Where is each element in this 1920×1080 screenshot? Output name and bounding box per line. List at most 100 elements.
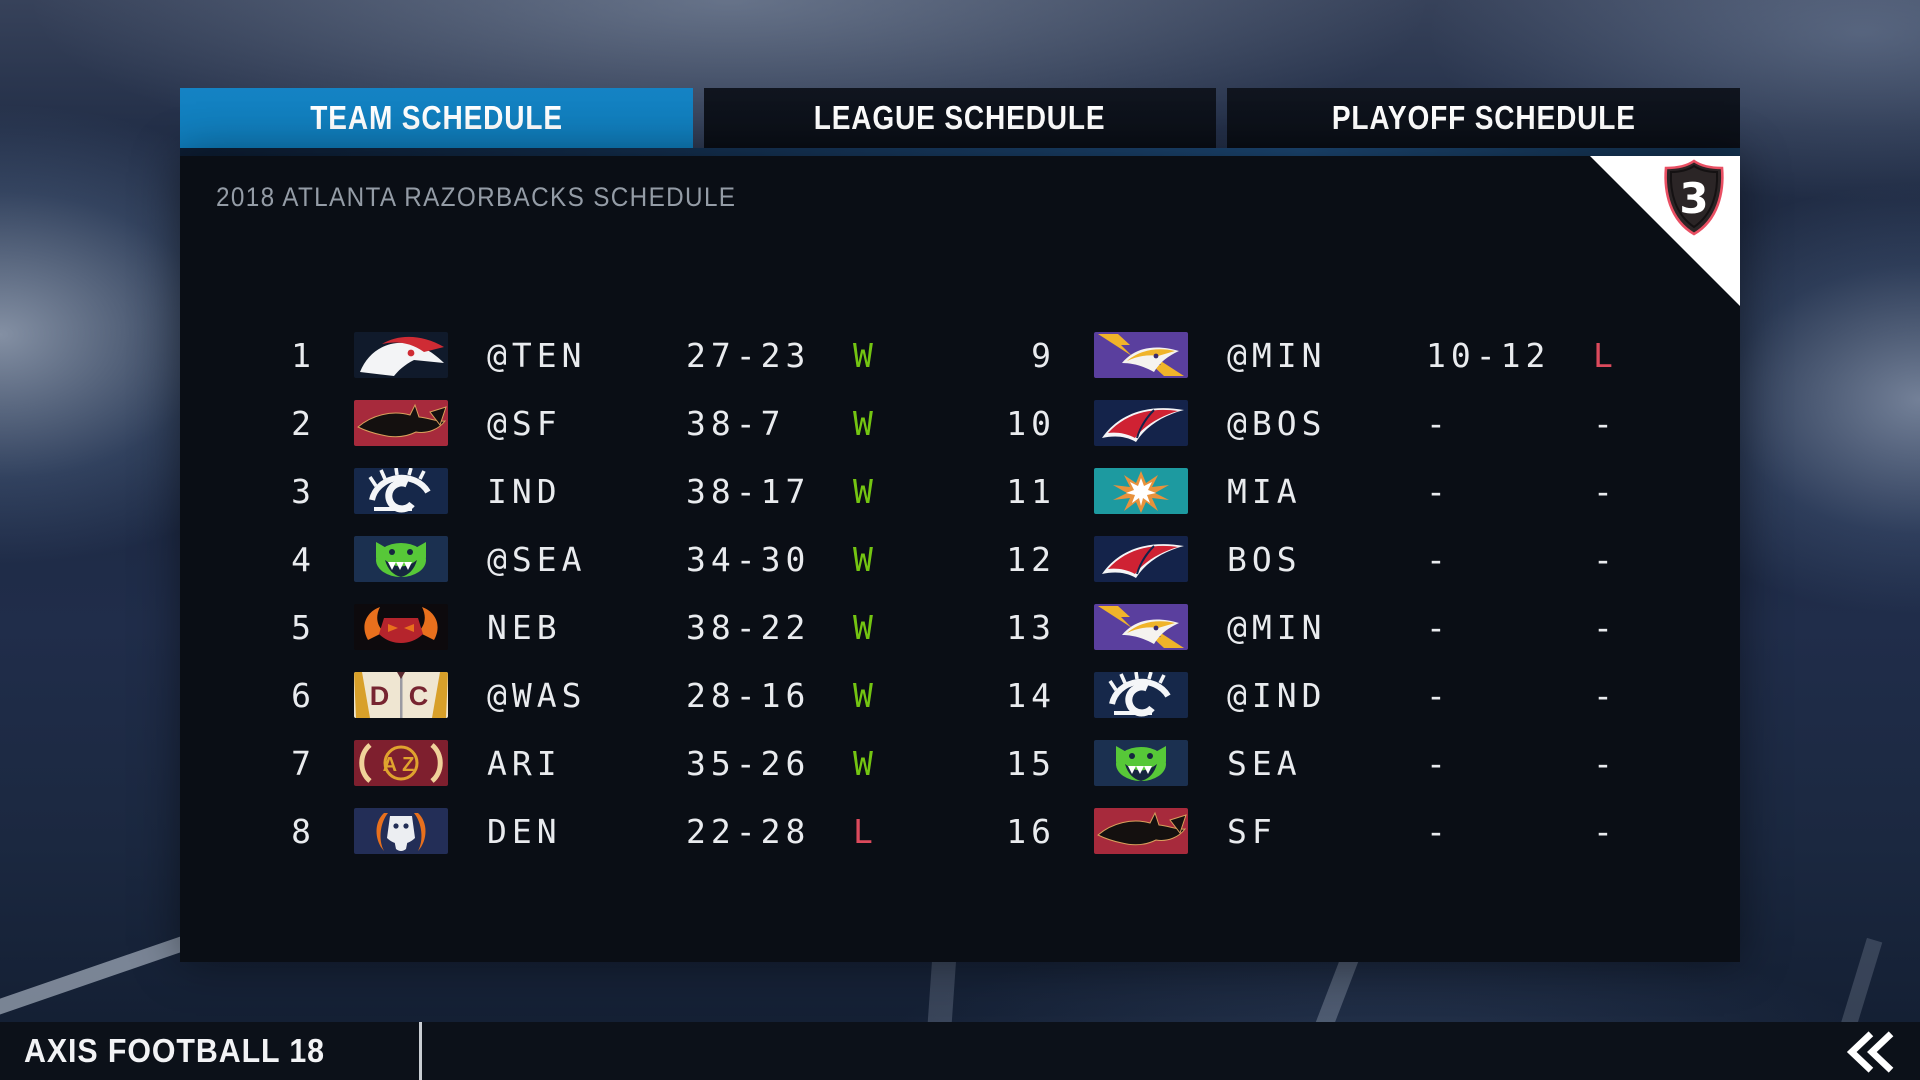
score-value: - — [1426, 607, 1451, 647]
result-value: W — [853, 675, 878, 715]
opponent-label: NEB — [487, 607, 562, 647]
result-value: - — [1593, 607, 1618, 647]
opponent-label: @IND — [1227, 675, 1327, 715]
team-logo — [1094, 672, 1188, 718]
result-value: W — [853, 743, 878, 783]
result-value: - — [1593, 539, 1618, 579]
score-value: 22-28 — [686, 811, 811, 851]
score-value: - — [1426, 403, 1451, 443]
week-number: 5 — [291, 607, 316, 647]
week-badge: 3 — [1590, 156, 1740, 306]
score-value: - — [1426, 539, 1451, 579]
opponent-label: @SEA — [487, 539, 587, 579]
tab-league-schedule[interactable]: LEAGUE SCHEDULE — [703, 88, 1217, 148]
result-value: L — [853, 811, 878, 851]
result-value: W — [853, 471, 878, 511]
week-number: 4 — [291, 539, 316, 579]
field-yard-line — [0, 930, 203, 1017]
week-number: 9 — [1031, 335, 1056, 375]
result-value: - — [1593, 811, 1618, 851]
result-value: - — [1593, 743, 1618, 783]
team-logo — [354, 400, 448, 446]
week-number: 1 — [291, 335, 316, 375]
score-value: 10-12 — [1426, 335, 1551, 375]
svg-text:D: D — [370, 681, 395, 711]
score-value: 28-16 — [686, 675, 811, 715]
footer-bar: AXIS FOOTBALL 18 — [0, 1022, 1920, 1080]
tab-playoff-schedule[interactable]: PLAYOFF SCHEDULE — [1227, 88, 1741, 148]
score-value: - — [1426, 471, 1451, 511]
week-number: 2 — [291, 403, 316, 443]
team-logo — [354, 468, 448, 514]
schedule-row: 4 @SEA 34-30 W — [180, 536, 950, 582]
opponent-label: SF — [1227, 811, 1277, 851]
footer-divider — [419, 1022, 422, 1080]
schedule-title: 2018 ATLANTA RAZORBACKS SCHEDULE — [216, 182, 737, 212]
tab-label: TEAM SCHEDULE — [310, 99, 563, 136]
schedule-row: 14 @IND - - — [920, 672, 1690, 718]
schedule-row: 1 @TEN 27-23 W — [180, 332, 950, 378]
score-value: 35-26 — [686, 743, 811, 783]
result-value: W — [853, 539, 878, 579]
opponent-label: @MIN — [1227, 335, 1327, 375]
tab-bar: TEAM SCHEDULE LEAGUE SCHEDULE PLAYOFF SC… — [180, 88, 1741, 148]
team-logo — [1094, 400, 1188, 446]
score-value: 38-22 — [686, 607, 811, 647]
result-value: - — [1593, 403, 1618, 443]
score-value: 27-23 — [686, 335, 811, 375]
week-number: 15 — [1006, 743, 1056, 783]
week-number: 12 — [1006, 539, 1056, 579]
schedule-row: 6 D C @WAS 28-16 W — [180, 672, 950, 718]
tab-label: LEAGUE SCHEDULE — [814, 99, 1106, 136]
week-number: 13 — [1006, 607, 1056, 647]
svg-text:C: C — [409, 681, 434, 711]
week-number: 7 — [291, 743, 316, 783]
schedule-row: 13 @MIN - - — [920, 604, 1690, 650]
badge-number: 3 — [1679, 174, 1708, 223]
schedule-row: 12 BOS - - — [920, 536, 1690, 582]
game-title: AXIS FOOTBALL 18 — [24, 1032, 325, 1069]
opponent-label: DEN — [487, 811, 562, 851]
schedule-column-right: 9 @MIN 10-12 L 10 @BOS - - 11 MIA - - — [920, 332, 1690, 876]
week-number: 14 — [1006, 675, 1056, 715]
week-number: 3 — [291, 471, 316, 511]
score-value: - — [1426, 811, 1451, 851]
opponent-label: MIA — [1227, 471, 1302, 511]
team-logo — [354, 332, 448, 378]
opponent-label: @TEN — [487, 335, 587, 375]
score-value: 38-7 — [686, 403, 786, 443]
team-logo — [1094, 604, 1188, 650]
result-value: W — [853, 607, 878, 647]
schedule-column-left: 1 @TEN 27-23 W 2 @SF 38-7 W 3 IND 38-17 … — [180, 332, 950, 876]
opponent-label: @BOS — [1227, 403, 1327, 443]
opponent-label: IND — [487, 471, 562, 511]
back-button[interactable] — [1840, 1029, 1898, 1075]
schedule-panel: 2018 ATLANTA RAZORBACKS SCHEDULE 3 1 @TE… — [180, 156, 1740, 962]
team-logo — [1094, 536, 1188, 582]
tab-team-schedule[interactable]: TEAM SCHEDULE — [180, 88, 693, 148]
team-logo — [1094, 808, 1188, 854]
schedule-row: 5 NEB 38-22 W — [180, 604, 950, 650]
tab-underline — [180, 148, 1740, 156]
schedule-row: 9 @MIN 10-12 L — [920, 332, 1690, 378]
result-value: W — [853, 335, 878, 375]
team-logo: D C — [354, 672, 448, 718]
team-logo — [354, 604, 448, 650]
score-value: - — [1426, 743, 1451, 783]
team-logo — [354, 536, 448, 582]
schedule-row: 7 AZ ARI 35-26 W — [180, 740, 950, 786]
team-logo — [1094, 740, 1188, 786]
schedule-row: 3 IND 38-17 W — [180, 468, 950, 514]
schedule-row: 15 SEA - - — [920, 740, 1690, 786]
week-number: 16 — [1006, 811, 1056, 851]
result-value: - — [1593, 471, 1618, 511]
opponent-label: @MIN — [1227, 607, 1327, 647]
svg-text:AZ: AZ — [383, 754, 420, 776]
opponent-label: @WAS — [487, 675, 587, 715]
week-number: 11 — [1006, 471, 1056, 511]
score-value: 38-17 — [686, 471, 811, 511]
score-value: - — [1426, 675, 1451, 715]
schedule-row: 10 @BOS - - — [920, 400, 1690, 446]
opponent-label: SEA — [1227, 743, 1302, 783]
